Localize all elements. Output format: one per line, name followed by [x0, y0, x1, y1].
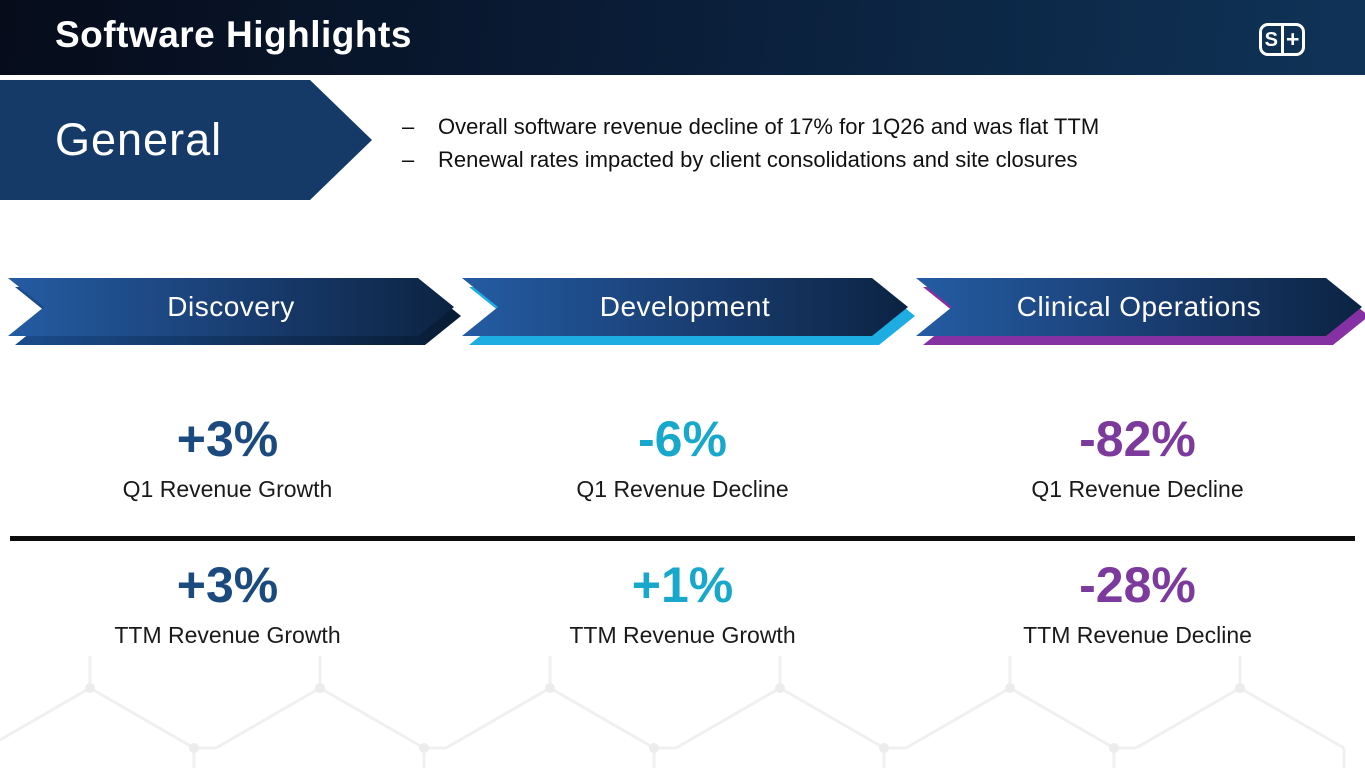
section-banner: General: [0, 80, 372, 200]
chevron-label: Clinical Operations: [1016, 291, 1262, 322]
stat-discovery-ttm: +3% TTM Revenue Growth: [0, 556, 455, 649]
bullet-item: – Renewal rates impacted by client conso…: [402, 143, 1232, 176]
slide-header: Software Highlights S +: [0, 0, 1365, 75]
stat-discovery-q1: +3% Q1 Revenue Growth: [0, 410, 455, 503]
bullet-dash: –: [402, 147, 415, 172]
splus-logo-icon: S +: [1259, 23, 1305, 56]
chevron-discovery: Discovery: [8, 278, 454, 336]
chevron-body: Development: [462, 278, 908, 336]
bullet-item: – Overall software revenue decline of 17…: [402, 110, 1232, 143]
stat-clinical-q1: -82% Q1 Revenue Decline: [910, 410, 1365, 503]
stat-value: -6%: [638, 411, 727, 467]
stat-development-q1: -6% Q1 Revenue Decline: [455, 410, 910, 503]
chevron-body: Clinical Operations: [916, 278, 1362, 336]
logo-plus-glyph: +: [1286, 26, 1300, 52]
hexagon-pattern: [0, 656, 1346, 768]
pipeline-chevrons: Discovery Development Clinical Operation…: [0, 278, 1365, 348]
ttm-stats-row: +3% TTM Revenue Growth +1% TTM Revenue G…: [0, 556, 1365, 649]
q1-stats-row: +3% Q1 Revenue Growth -6% Q1 Revenue Dec…: [0, 410, 1365, 503]
chevron-label: Discovery: [167, 291, 295, 322]
page-title: Software Highlights: [55, 14, 412, 55]
chevron-label: Development: [599, 291, 771, 322]
bullet-text: Overall software revenue decline of 17% …: [438, 114, 1100, 139]
chevron-development: Development: [462, 278, 908, 336]
stat-label: Q1 Revenue Decline: [1031, 476, 1244, 502]
stat-value: +3%: [176, 557, 279, 613]
stat-label: TTM Revenue Growth: [569, 622, 796, 648]
stat-clinical-ttm: -28% TTM Revenue Decline: [910, 556, 1365, 649]
bullet-dash: –: [402, 114, 415, 139]
stat-label: TTM Revenue Growth: [114, 622, 341, 648]
stat-development-ttm: +1% TTM Revenue Growth: [455, 556, 910, 649]
section-banner-label: General: [55, 114, 223, 165]
bullet-text: Renewal rates impacted by client consoli…: [438, 147, 1078, 172]
stat-value: +3%: [176, 411, 279, 467]
stat-label: TTM Revenue Decline: [1023, 622, 1252, 648]
bullet-list: – Overall software revenue decline of 17…: [402, 110, 1232, 176]
logo-letter-s: S: [1262, 26, 1284, 53]
divider-line: [10, 536, 1355, 541]
stat-value: -82%: [1079, 411, 1196, 467]
stat-value: -28%: [1079, 557, 1196, 613]
chevron-body: Discovery: [8, 278, 454, 336]
stat-label: Q1 Revenue Decline: [576, 476, 789, 502]
chevron-clinical-operations: Clinical Operations: [916, 278, 1362, 336]
stat-value: +1%: [631, 557, 734, 613]
stat-label: Q1 Revenue Growth: [122, 476, 333, 502]
